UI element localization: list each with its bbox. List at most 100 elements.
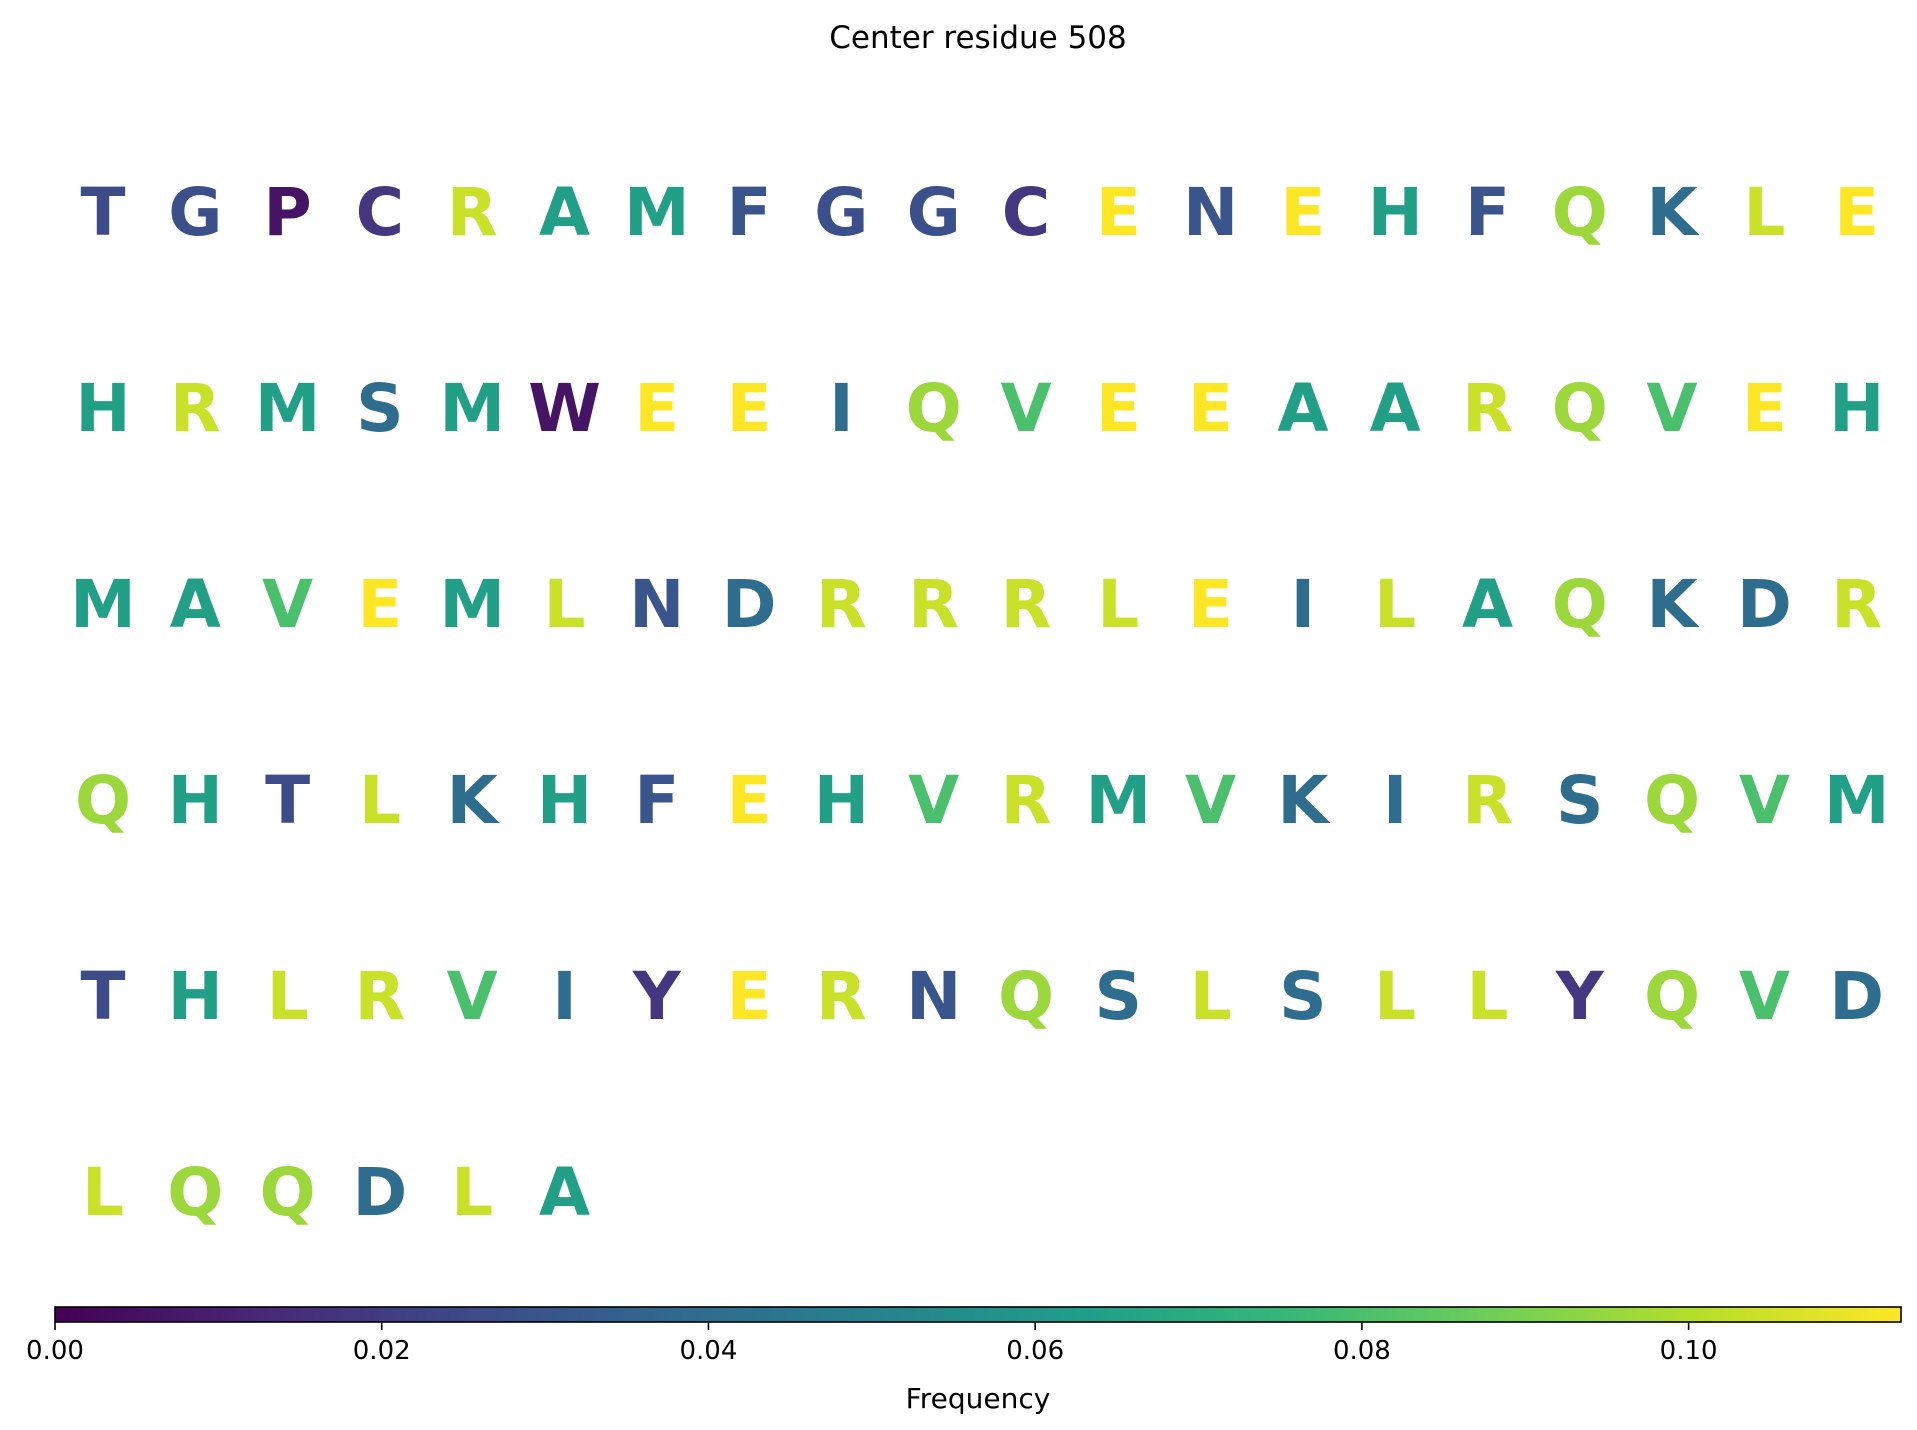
residue-letter: V [1739,762,1790,839]
colorbar-tick-label: 0.06 [1006,1336,1064,1366]
residue-letter: E [1096,174,1141,251]
residue-letter: E [1096,370,1141,447]
residue-letter: N [1183,174,1238,251]
residue-letter: Q [906,370,962,447]
residue-letter: S [1095,958,1143,1035]
residue-letter: M [439,370,505,447]
residue-letter: E [634,370,679,447]
residue-letter: M [255,370,321,447]
residue-letter: M [1824,762,1890,839]
residue-letter: G [168,174,222,251]
residue-letter: A [170,566,221,643]
residue-letter: H [75,370,130,447]
residue-letter: Q [1552,566,1608,643]
residue-letter: A [1462,566,1513,643]
residue-letter: D [353,1154,408,1231]
colorbar-tick-label: 0.10 [1660,1336,1718,1366]
residue-letter: R [1001,566,1052,643]
residue-letter: Q [167,1154,223,1231]
residue-letter: H [168,958,223,1035]
residue-letter: L [359,762,401,839]
residue-letter: Q [75,762,131,839]
residue-letter: L [1374,958,1416,1035]
residue-letter: W [528,370,601,447]
residue-letter: M [70,566,136,643]
residue-letter: Y [632,958,682,1035]
residue-letter: F [1465,174,1510,251]
residue-letter: V [1185,762,1236,839]
residue-letter: V [447,958,498,1035]
residue-letter: R [816,958,867,1035]
residue-letter: D [722,566,777,643]
residue-letter: L [267,958,309,1035]
residue-letter: D [1829,958,1884,1035]
residue-letter: Q [1644,958,1700,1035]
residue-letter: V [1000,370,1051,447]
residue-letter: R [1831,566,1882,643]
residue-letter: K [1647,566,1701,643]
residue-letter: S [1556,762,1604,839]
colorbar-label: Frequency [906,1382,1051,1415]
residue-letter: A [1277,370,1328,447]
residue-letter: T [80,958,125,1035]
residue-letter: Y [1555,958,1605,1035]
colorbar: 0.00 0.02 0.04 0.06 0.08 0.10 Frequency [26,1306,1902,1415]
residue-letter: F [727,174,772,251]
residue-letter: C [356,174,404,251]
residue-letter: T [80,174,125,251]
residue-letter: A [539,1154,590,1231]
residue-letter: P [263,174,311,251]
residue-letter: H [814,762,869,839]
residue-letter: C [1002,174,1050,251]
residue-letter: H [1829,370,1884,447]
residue-letter: V [908,762,959,839]
residue-letter: F [634,762,679,839]
residue-letter: A [1370,370,1421,447]
residue-letter: G [907,174,961,251]
residue-letter: A [539,174,590,251]
chart-title: Center residue 508 [829,20,1127,56]
residue-letter: M [1085,762,1151,839]
residue-letter: E [727,958,772,1035]
residue-letter: Q [260,1154,316,1231]
residue-letter: Q [998,958,1054,1035]
residue-letter: E [727,370,772,447]
colorbar-tick-label: 0.00 [26,1336,84,1366]
residue-letter: L [543,566,585,643]
residue-letter: L [82,1154,124,1231]
residue-letter: S [356,370,404,447]
residue-letter: R [908,566,959,643]
residue-letter: E [1280,174,1325,251]
residue-letter: M [624,174,690,251]
residue-letter: R [1462,370,1513,447]
colorbar-tick-label: 0.02 [353,1336,411,1366]
residue-letter: H [168,762,223,839]
residue-letter: M [439,566,505,643]
residue-letter: E [1834,174,1879,251]
residue-grid: T G P C R A M F G G C E N E H F Q K L EH R M S M W E E I Q V E E A A R Q V E H… [70,174,1889,1231]
residue-letter: L [451,1154,493,1231]
residue-letter: S [1279,958,1327,1035]
residue-letter: R [447,174,498,251]
colorbar-tick-label: 0.04 [680,1336,738,1366]
residue-letter: E [1188,566,1233,643]
residue-letter: L [1466,958,1508,1035]
residue-letter: E [727,762,772,839]
residue-letter: K [1277,762,1331,839]
residue-letter: V [262,566,313,643]
residue-letter: H [537,762,592,839]
residue-letter: I [552,958,577,1035]
residue-letter: I [1291,566,1316,643]
residue-letter: D [1737,566,1792,643]
residue-letter: L [1097,566,1139,643]
residue-letter: K [447,762,501,839]
residue-letter: G [814,174,868,251]
residue-letter: I [829,370,854,447]
residue-letter: Q [1644,762,1700,839]
residue-letter: L [1743,174,1785,251]
residue-letter: H [1368,174,1423,251]
residue-letter: Q [1552,174,1608,251]
residue-letter: E [357,566,402,643]
residue-letter: N [629,566,684,643]
